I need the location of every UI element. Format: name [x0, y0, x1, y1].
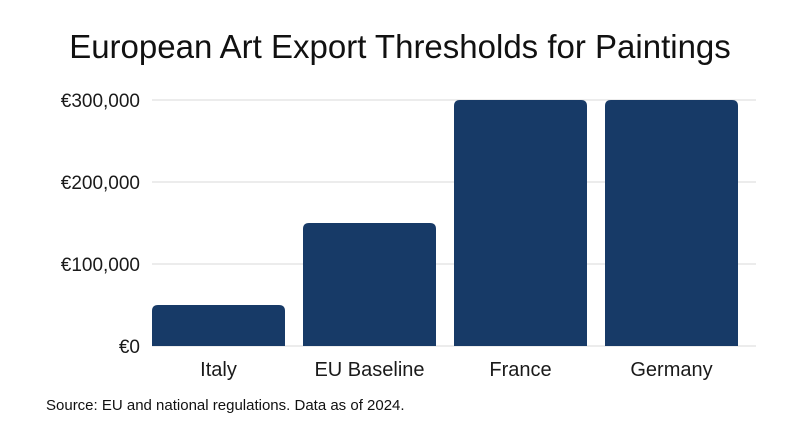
x-category-label: EU Baseline — [314, 359, 424, 381]
y-tick-label: €300,000 — [61, 91, 140, 112]
bars — [152, 100, 738, 346]
y-tick-label: €100,000 — [61, 255, 140, 276]
bar-italy — [152, 305, 285, 346]
chart-title: European Art Export Thresholds for Paint… — [69, 28, 731, 65]
bar-eu-baseline — [303, 223, 436, 346]
y-tick-label: €0 — [119, 337, 140, 358]
x-category-label: France — [489, 359, 551, 381]
y-axis-ticks: €0 €100,000 €200,000 €300,000 — [61, 91, 140, 358]
bar-germany — [605, 100, 738, 346]
y-tick-label: €200,000 — [61, 173, 140, 194]
x-category-label: Germany — [630, 359, 712, 381]
x-axis-labels: Italy EU Baseline France Germany — [200, 359, 712, 381]
bar-france — [454, 100, 587, 346]
source-note: Source: EU and national regulations. Dat… — [46, 397, 405, 414]
x-category-label: Italy — [200, 359, 237, 381]
